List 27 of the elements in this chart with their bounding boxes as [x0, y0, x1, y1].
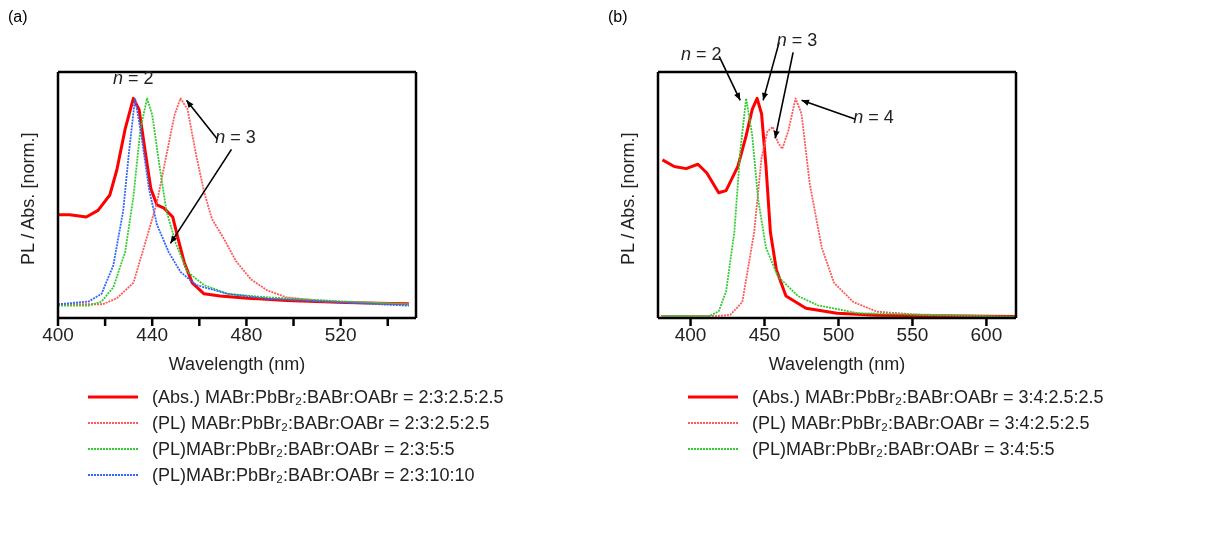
- x-tick-label: 480: [230, 324, 263, 346]
- legend-label: (PL) MABr:PbBr₂:BABr:OABr = 3:4:2.5:2.5: [752, 412, 1090, 434]
- x-tick-label: 520: [324, 324, 357, 346]
- x-tick-label: 400: [42, 324, 74, 346]
- chart-title: (b): [608, 8, 629, 27]
- x-tick-label: 550: [896, 324, 929, 346]
- legend-label: (PL)MABr:PbBr₂:BABr:OABr = 2:3:5:5: [152, 438, 455, 460]
- legend-label: (PL) MABr:PbBr₂:BABr:OABr = 2:3:2.5:2.5: [152, 412, 490, 434]
- annotation: n = 2: [113, 68, 154, 89]
- legend-label: (PL)MABr:PbBr₂:BABr:OABr = 3:4:5:5: [752, 438, 1055, 460]
- x-tick-label: 500: [822, 324, 855, 346]
- x-axis-title: Wavelength (nm): [168, 354, 306, 374]
- chart-title: (a): [8, 8, 29, 27]
- x-axis-title: Wavelength (nm): [768, 354, 906, 374]
- x-tick-label: 440: [136, 324, 169, 346]
- legend-label: (Abs.) MABr:PbBr₂:BABr:OABr = 2:3:2.5:2.5: [152, 386, 504, 408]
- annotation: n = 3: [215, 127, 256, 148]
- x-tick-label: 400: [674, 324, 707, 346]
- annotation: n = 2: [680, 44, 722, 65]
- annotation: n = 3: [776, 30, 818, 51]
- legend-label: (PL)MABr:PbBr₂:BABr:OABr = 2:3:10:10: [152, 464, 475, 486]
- x-tick-label: 600: [970, 324, 1003, 346]
- legend-label: (Abs.) MABr:PbBr₂:BABr:OABr = 3:4:2.5:2.5: [752, 386, 1104, 408]
- annotation: n = 4: [853, 107, 894, 128]
- x-tick-label: 450: [748, 324, 781, 346]
- y-axis-title: PL / Abs. [norm.]: [18, 132, 39, 265]
- y-axis-title: PL / Abs. [norm.]: [618, 132, 639, 265]
